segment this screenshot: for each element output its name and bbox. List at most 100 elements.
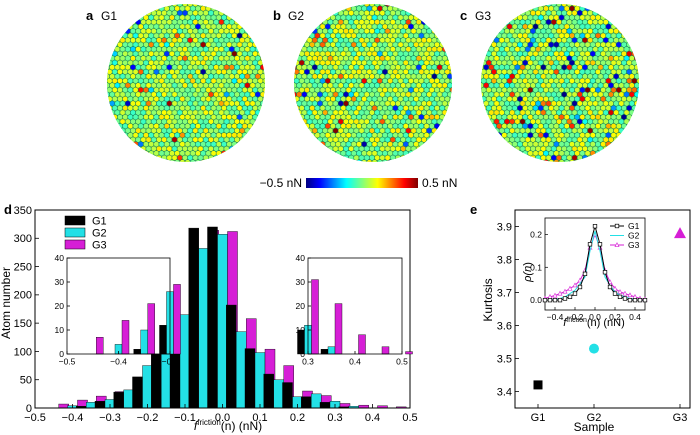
atom <box>107 77 108 84</box>
atom <box>337 154 344 161</box>
atom <box>481 50 487 57</box>
x-tick-label: 0.2 <box>290 412 305 424</box>
panel-c: c G3 <box>460 4 639 162</box>
atom <box>566 4 573 7</box>
atom <box>213 154 220 161</box>
atom <box>426 136 433 143</box>
atom <box>415 145 422 152</box>
panel-c-atoms <box>481 4 639 162</box>
atom <box>449 96 452 102</box>
atom <box>631 114 638 121</box>
bar-g2 <box>140 329 148 355</box>
bar-g2 <box>254 352 266 409</box>
atom <box>634 82 639 89</box>
bar-g3 <box>147 303 155 355</box>
x-tick-label: −0.4 <box>547 312 564 322</box>
y-tick-label: 350 <box>14 205 32 217</box>
atom <box>294 50 300 57</box>
bar-g1 <box>263 373 274 409</box>
legend-label-g3: G3 <box>92 240 107 252</box>
atom <box>602 145 609 152</box>
atom <box>148 150 155 157</box>
atom <box>294 77 295 84</box>
atom <box>561 4 568 7</box>
atom <box>363 4 370 7</box>
x-tick-label: −0.5 <box>24 412 46 424</box>
panel-d-xlabel-tail: (n) (nN) <box>221 419 262 433</box>
point-g3 <box>567 285 573 291</box>
x-tick-label: 0.5 <box>396 357 408 367</box>
atom <box>481 77 482 84</box>
legend-marker-g3 <box>614 242 620 247</box>
point-g3 <box>627 292 633 298</box>
atom <box>107 87 108 93</box>
panel-c-label: G3 <box>475 9 491 23</box>
atom <box>408 150 414 157</box>
panel-b-label: G2 <box>288 9 304 23</box>
atom <box>576 4 583 7</box>
atom <box>481 87 482 93</box>
point-g1 <box>592 224 598 229</box>
atom <box>522 150 529 157</box>
panel-b: b G2 <box>273 4 452 162</box>
bar-g1 <box>226 304 237 409</box>
point-g1 <box>562 296 568 301</box>
atom <box>574 159 581 162</box>
atom <box>236 141 243 148</box>
x-tick-label: G1 <box>531 412 546 424</box>
atom <box>613 136 620 143</box>
point-g1 <box>627 297 633 303</box>
atom <box>636 96 639 102</box>
y-tick-label: 100 <box>14 346 32 358</box>
x-tick-label: −0.4 <box>110 357 127 367</box>
atom <box>371 159 378 162</box>
atom <box>257 114 264 121</box>
atom <box>447 82 452 89</box>
point-g3 <box>617 289 623 294</box>
atom <box>350 159 357 162</box>
point-g1 <box>542 297 548 303</box>
legend-label-g2: G2 <box>628 231 640 241</box>
y-tick-label: 0.1 <box>530 262 542 272</box>
y-tick-label: 3.4 <box>497 387 512 399</box>
panel-e-inset-xlabel-sup: friction <box>566 317 587 324</box>
atom <box>306 28 313 35</box>
atom <box>376 159 383 162</box>
x-tick-label: 0.5 <box>402 412 417 424</box>
atom <box>610 141 617 148</box>
atom <box>161 4 168 7</box>
atom <box>550 4 557 7</box>
atom <box>582 154 588 161</box>
bar-g3 <box>96 337 104 355</box>
y-tick-label: 300 <box>14 233 32 245</box>
bar-g1 <box>94 401 106 409</box>
point-g1 <box>602 270 608 275</box>
panel-e-inset-ylabel-pre: ρ( <box>522 271 534 283</box>
bar-g3 <box>173 284 181 355</box>
atom <box>400 154 407 161</box>
panel-a-atoms <box>107 4 265 162</box>
marker-g3 <box>674 227 686 239</box>
x-tick-label: G2 <box>587 412 602 424</box>
legend-marker-g1 <box>614 223 620 229</box>
atom <box>122 132 129 139</box>
atom <box>343 154 349 161</box>
bar-g2 <box>236 331 247 409</box>
atom <box>124 136 131 143</box>
panel-e-inset-ylabel-post: ) <box>522 262 534 266</box>
atom <box>496 132 503 139</box>
bar-g2 <box>198 248 209 409</box>
colorbar-min-label: −0.5 nN <box>260 176 302 190</box>
y-tick-label: 10 <box>55 325 65 335</box>
atom <box>517 150 523 157</box>
atom <box>294 105 300 112</box>
atom <box>119 127 126 134</box>
atom <box>524 154 531 161</box>
y-tick-label: 250 <box>14 261 32 273</box>
atom <box>569 159 575 162</box>
atom <box>493 28 500 35</box>
atom <box>441 118 448 125</box>
atom <box>311 136 318 143</box>
atom <box>262 87 265 93</box>
atom <box>444 114 451 121</box>
